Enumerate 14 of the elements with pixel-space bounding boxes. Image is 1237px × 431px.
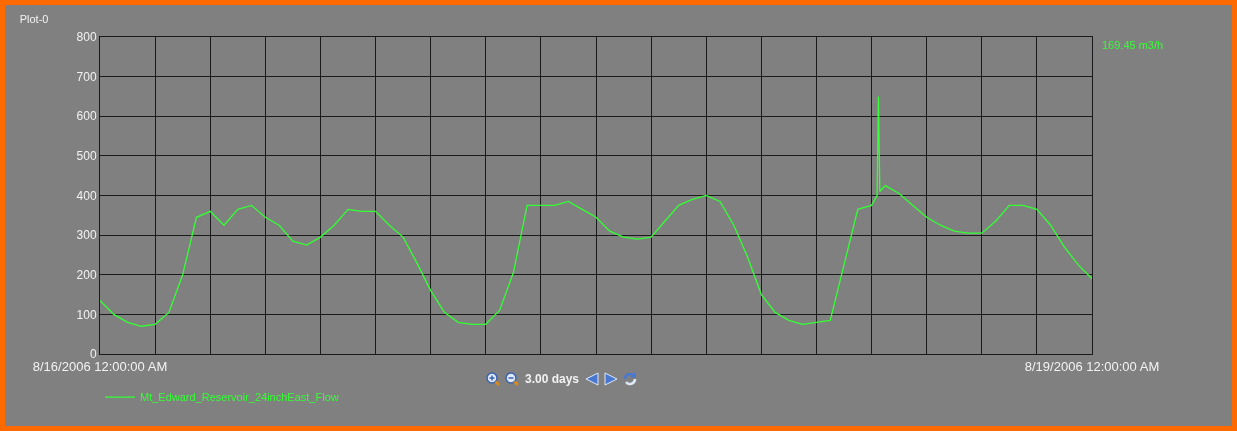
text: 169.45 m3/h	[1102, 39, 1164, 51]
y-tick-label: 100	[76, 307, 97, 322]
x-tick-label: 8/19/2006 12:00:00 AM	[1024, 358, 1160, 374]
chart-title: Plot-0	[19, 13, 49, 26]
text: 3.00 days	[525, 372, 580, 386]
line-series	[100, 95, 1092, 327]
y-tick-label: 400	[76, 188, 97, 203]
y-tick-label: 500	[76, 149, 97, 164]
y-tick-label: 300	[76, 228, 97, 243]
y-tick-label: 700	[76, 69, 97, 84]
y-tick-label: 600	[76, 109, 97, 124]
y-tick-label: 200	[76, 267, 97, 282]
y-tick-label: 800	[76, 30, 97, 45]
legend-label: Mt_Edward_Reservoir_24inchEast_Flow	[140, 391, 339, 404]
